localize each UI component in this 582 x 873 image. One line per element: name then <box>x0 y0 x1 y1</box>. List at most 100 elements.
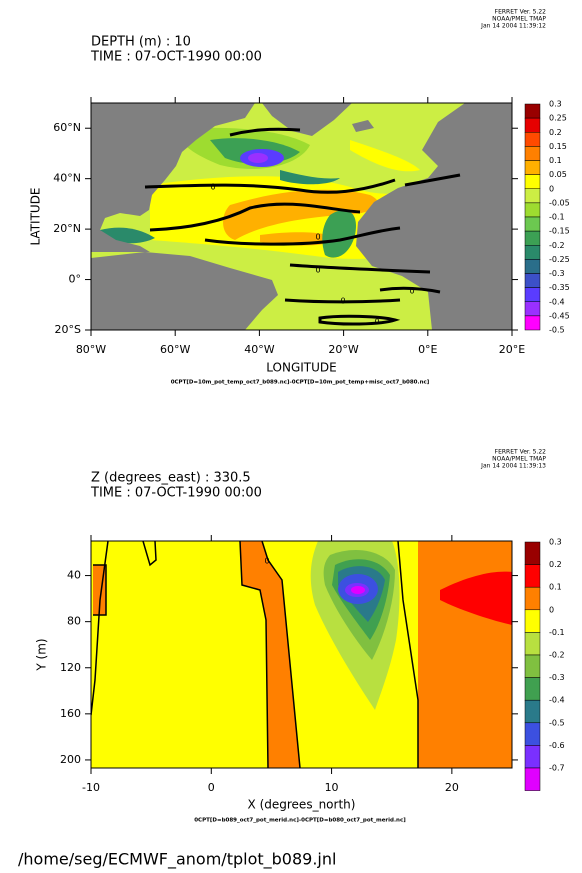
contour-label: 0 <box>409 287 414 296</box>
colorbar-swatch <box>524 132 541 147</box>
plot-frame <box>90 540 513 769</box>
x-tick-label: 20°W <box>328 343 358 356</box>
colorbar-swatch <box>524 745 541 769</box>
colorbar-label: -0.2 <box>549 241 565 250</box>
x-tick-label: 80°W <box>76 343 106 356</box>
plot-title: Z (degrees_east) : 330.5 <box>91 471 251 486</box>
colorbar-swatch <box>524 699 541 724</box>
colorbar-swatch <box>524 722 541 746</box>
colorbar-label: -0.05 <box>549 198 570 207</box>
colorbar-label: -0.5 <box>549 718 565 727</box>
colorbar-label: -0.15 <box>549 227 570 236</box>
x-tick-label: 0°E <box>418 343 437 356</box>
colorbar-swatch <box>524 767 541 791</box>
colorbar-label: -0.35 <box>549 283 570 292</box>
colorbar-label: 0.15 <box>549 142 567 151</box>
colorbar-swatch <box>524 202 541 218</box>
y-tick-label: 160 <box>60 707 81 720</box>
colorbar-swatch <box>524 174 541 189</box>
ferret-header: Jan 14 2004 11:39:12 <box>480 23 546 30</box>
plot-title: DEPTH (m) : 10 <box>91 35 191 50</box>
y-tick-label: 20°S <box>55 323 81 336</box>
colorbar-swatch <box>524 259 541 274</box>
contour-label: 0 <box>315 233 320 242</box>
contour-label: 0 <box>264 557 269 566</box>
ferret-header: FERRET Ver. 5.22 <box>495 449 547 456</box>
colorbar-label: 0.3 <box>549 100 562 109</box>
colorbar-swatch <box>524 273 541 288</box>
footnote: 0CPT[D=b089_oct7_pot_merid.nc]-0CPT[D=b0… <box>194 818 406 824</box>
contour-label: 0 <box>315 266 320 275</box>
contour-label: 0 <box>210 183 215 192</box>
colorbar-label: 0.2 <box>549 128 562 137</box>
map-field <box>91 103 512 330</box>
colorbar-label: -0.4 <box>549 696 565 705</box>
colorbar-label: -0.3 <box>549 673 565 682</box>
colorbar-swatch <box>524 230 541 246</box>
x-tick-label: 0 <box>208 781 215 794</box>
x-tick-label: 20 <box>445 781 459 794</box>
colorbar-label: -0.7 <box>549 764 565 773</box>
y-tick-label: 0° <box>69 273 82 286</box>
colorbar-label: 0.05 <box>549 170 567 179</box>
colorbar-label: -0.4 <box>549 297 565 306</box>
y-tick-label: 120 <box>60 661 81 674</box>
x-tick-label: 40°W <box>244 343 274 356</box>
colorbar-label: 0.2 <box>549 560 562 569</box>
colorbar-label: -0.6 <box>549 741 565 750</box>
colorbar-label: -0.3 <box>549 269 565 278</box>
colorbar-swatch <box>524 160 541 175</box>
colorbar-label: 0 <box>549 184 554 193</box>
y-tick-label: 200 <box>60 753 81 766</box>
colorbar-swatch <box>524 216 541 232</box>
colorbar-swatch <box>524 103 541 119</box>
y-tick-label: 40°N <box>53 172 81 185</box>
colorbar-swatch <box>524 677 541 701</box>
script-path: /home/seg/ECMWF_anom/tplot_b089.jnl <box>18 850 336 870</box>
colorbar-swatch <box>524 146 541 161</box>
colorbar-label: -0.1 <box>549 213 565 222</box>
colorbar-label: -0.1 <box>549 628 565 637</box>
colorbar-swatch <box>524 586 541 611</box>
colorbar-label: -0.5 <box>549 326 565 335</box>
colorbar-swatch <box>524 245 541 260</box>
colorbar-label: 0.3 <box>549 538 562 547</box>
colorbar-swatch <box>524 301 541 317</box>
colorbar-swatch <box>524 654 541 678</box>
y-tick-label: 80 <box>67 615 81 628</box>
colorbar-label: -0.2 <box>549 651 565 660</box>
x-axis-label: X (degrees_north) <box>248 798 356 812</box>
colorbar-label: -0.25 <box>549 255 570 264</box>
colorbar-swatch <box>524 287 541 302</box>
y-axis-label: LATITUDE <box>29 187 43 245</box>
ferret-header: FERRET Ver. 5.22 <box>495 9 547 16</box>
colorbar-label: 0.25 <box>549 114 567 123</box>
colorbar-label: 0.1 <box>549 583 562 592</box>
colorbar-swatch <box>524 117 541 133</box>
colorbar-swatch <box>524 188 541 204</box>
plot-frame <box>90 102 513 331</box>
colorbar-label: 0 <box>549 605 554 614</box>
y-tick-label: 40 <box>67 569 81 582</box>
section-field <box>91 541 512 768</box>
x-tick-label: 60°W <box>160 343 190 356</box>
colorbar-swatch <box>524 632 541 656</box>
x-tick-label: 20°E <box>499 343 525 356</box>
x-tick-label: -10 <box>82 781 100 794</box>
ferret-header: Jan 14 2004 11:39:13 <box>480 463 546 470</box>
y-tick-label: 20°N <box>53 222 81 235</box>
colorbar-swatch <box>524 564 541 588</box>
contour-label: 0 <box>340 297 345 306</box>
colorbar-swatch <box>524 609 541 633</box>
plot-title: TIME : 07-OCT-1990 00:00 <box>90 486 262 501</box>
colorbar-label: 0.1 <box>549 156 562 165</box>
colorbar-swatch <box>524 315 541 331</box>
ferret-header: NOAA/PMEL TMAP <box>492 16 546 23</box>
colorbar-label: -0.45 <box>549 311 570 320</box>
y-tick-label: 60°N <box>53 121 81 134</box>
plot-title: TIME : 07-OCT-1990 00:00 <box>90 50 262 65</box>
x-tick-label: 10 <box>325 781 339 794</box>
y-axis-label: Y (m) <box>35 638 49 671</box>
footnote: 0CPT[D=10m_pot_temp_oct7_b089.nc]-0CPT[D… <box>171 380 430 386</box>
